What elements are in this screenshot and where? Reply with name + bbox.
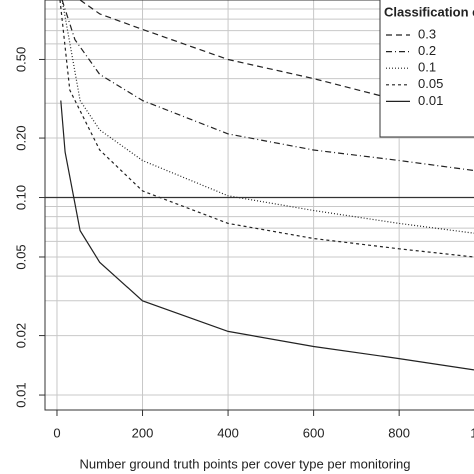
plot-frame bbox=[44, 0, 474, 411]
x-axis-label: Number ground truth points per cover typ… bbox=[80, 456, 411, 471]
y-tick-label: 0.10 bbox=[13, 185, 28, 210]
legend-title: Classification er bbox=[384, 4, 474, 19]
y-tick-label: 0.01 bbox=[13, 382, 28, 407]
x-tick-label: 0 bbox=[53, 425, 60, 440]
y-tick-label: 0.50 bbox=[13, 47, 28, 72]
y-tick-label: 0.02 bbox=[13, 323, 28, 348]
series-line bbox=[61, 0, 474, 172]
x-tick-label: 600 bbox=[303, 425, 325, 440]
plot-area bbox=[59, 0, 474, 371]
x-tick-label: 1000 bbox=[470, 425, 474, 440]
legend-label: 0.05 bbox=[418, 76, 443, 91]
series-line bbox=[79, 0, 474, 120]
series-line bbox=[60, 100, 474, 371]
legend-label: 0.2 bbox=[418, 43, 436, 58]
series-line bbox=[61, 0, 474, 234]
legend-label: 0.1 bbox=[418, 60, 436, 75]
x-tick-label: 800 bbox=[388, 425, 410, 440]
legend-label: 0.3 bbox=[418, 26, 436, 41]
y-tick-label: 0.20 bbox=[13, 125, 28, 150]
legend-label: 0.01 bbox=[418, 93, 443, 108]
x-tick-label: 200 bbox=[132, 425, 154, 440]
x-tick-label: 400 bbox=[217, 425, 239, 440]
y-tick-label: 0.05 bbox=[13, 244, 28, 269]
